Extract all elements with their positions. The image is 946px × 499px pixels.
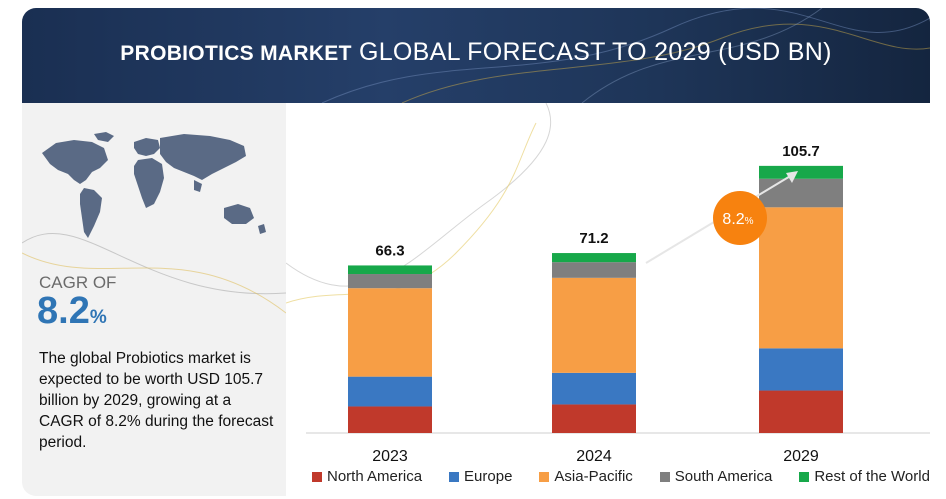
growth-badge-value: 8.2%: [722, 211, 753, 228]
decorative-curves: [22, 233, 286, 314]
data-label-2023: 66.3: [375, 242, 404, 259]
bar-segment-south-america-2029: [759, 178, 843, 208]
bar-segment-asia-pacific-2029: [759, 207, 843, 349]
legend-label: South America: [674, 468, 773, 485]
growth-arrow-head: [786, 171, 798, 183]
cagr-label: CAGR OF: [39, 273, 117, 292]
legend-swatch: [539, 471, 550, 482]
legend-swatch: [312, 471, 322, 482]
bar-segment-south-america-2023: [348, 274, 432, 289]
title-banner: PROBIOTICS MARKET GLOBAL FORECAST TO 202…: [22, 8, 930, 103]
legend-label: North America: [327, 468, 423, 485]
cagr-number: 8.2: [37, 290, 90, 332]
banner-decoration: [321, 8, 930, 103]
legend-label: Asia-Pacific: [554, 468, 633, 485]
x-tick-label-2024: 2024: [576, 448, 612, 463]
data-label-2024: 71.2: [579, 230, 608, 247]
bar-segment-europe-2029: [759, 348, 843, 391]
data-label-2029: 105.7: [782, 143, 820, 160]
chart-legend: North America Europe Asia-Pacific South Ame…: [312, 468, 930, 485]
bar-segment-asia-pacific-2023: [348, 288, 432, 377]
bar-segment-europe-2024: [552, 372, 636, 405]
stacked-bar-chart: 66.3 2023 71.2 2024 105.7 2029 8.2%: [286, 103, 930, 463]
legend-swatch: [799, 471, 810, 482]
growth-badge-unit: %: [745, 216, 754, 227]
bar-segment-rest-of-the-world-2029: [759, 165, 843, 179]
market-description: The global Probiotics market is expected…: [39, 350, 274, 451]
bar-segment-north-america-2029: [759, 390, 843, 433]
growth-badge-circle: [713, 191, 767, 245]
title-lead: PROBIOTICS MARKET: [120, 42, 352, 65]
legend-item-north-america: North America: [312, 468, 422, 485]
cagr-value: 8.2%: [37, 290, 107, 333]
legend-item-south-america: South America: [659, 468, 773, 485]
cagr-unit: %: [89, 307, 107, 328]
x-tick-label-2023: 2023: [372, 448, 408, 463]
bar-segment-rest-of-the-world-2023: [348, 265, 432, 275]
title-rest: GLOBAL FORECAST TO 2029 (USD BN): [358, 38, 832, 66]
decorative-curve: [286, 103, 552, 287]
legend-swatch: [449, 471, 460, 482]
bar-segment-europe-2023: [348, 376, 432, 407]
bar-segment-north-america-2024: [552, 404, 636, 433]
infographic-card: PROBIOTICS MARKET GLOBAL FORECAST TO 202…: [22, 8, 930, 496]
summary-panel: CAGR OF 8.2% The global Probiotics marke…: [22, 103, 286, 496]
bar-segment-south-america-2024: [552, 262, 636, 278]
legend-label: Rest of the World: [814, 468, 930, 485]
legend-item-europe: Europe: [449, 468, 512, 485]
chart-title: PROBIOTICS MARKET GLOBAL FORECAST TO 202…: [22, 38, 930, 67]
legend-item-rest-of-the-world: Rest of the World: [799, 468, 930, 485]
bar-segment-rest-of-the-world-2024: [552, 253, 636, 263]
bar-segment-asia-pacific-2024: [552, 277, 636, 373]
legend-item-asia-pacific: Asia-Pacific: [539, 468, 633, 485]
legend-swatch: [659, 471, 670, 482]
legend-label: Europe: [464, 468, 513, 485]
world-map-icon: [42, 132, 266, 238]
bar-segment-north-america-2023: [348, 406, 432, 433]
x-tick-label-2029: 2029: [783, 448, 819, 463]
decorative-curve: [286, 122, 537, 304]
